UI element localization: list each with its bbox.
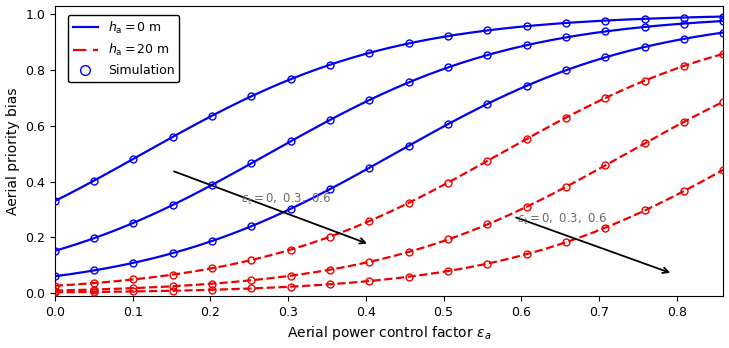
- Y-axis label: Aerial priority bias: Aerial priority bias: [6, 87, 20, 215]
- Text: $\epsilon_\mathrm{t} = 0,\ 0.3,\ 0.6$: $\epsilon_\mathrm{t} = 0,\ 0.3,\ 0.6$: [518, 212, 607, 227]
- Text: $\epsilon_\mathrm{t} = 0,\ 0.3,\ 0.6$: $\epsilon_\mathrm{t} = 0,\ 0.3,\ 0.6$: [241, 192, 332, 207]
- Legend: $h_\mathrm{a} = 0$ m, $h_\mathrm{a} = 20$ m, Simulation: $h_\mathrm{a} = 0$ m, $h_\mathrm{a} = 20…: [68, 15, 179, 82]
- X-axis label: Aerial power control factor $\epsilon_a$: Aerial power control factor $\epsilon_a$: [287, 324, 491, 342]
